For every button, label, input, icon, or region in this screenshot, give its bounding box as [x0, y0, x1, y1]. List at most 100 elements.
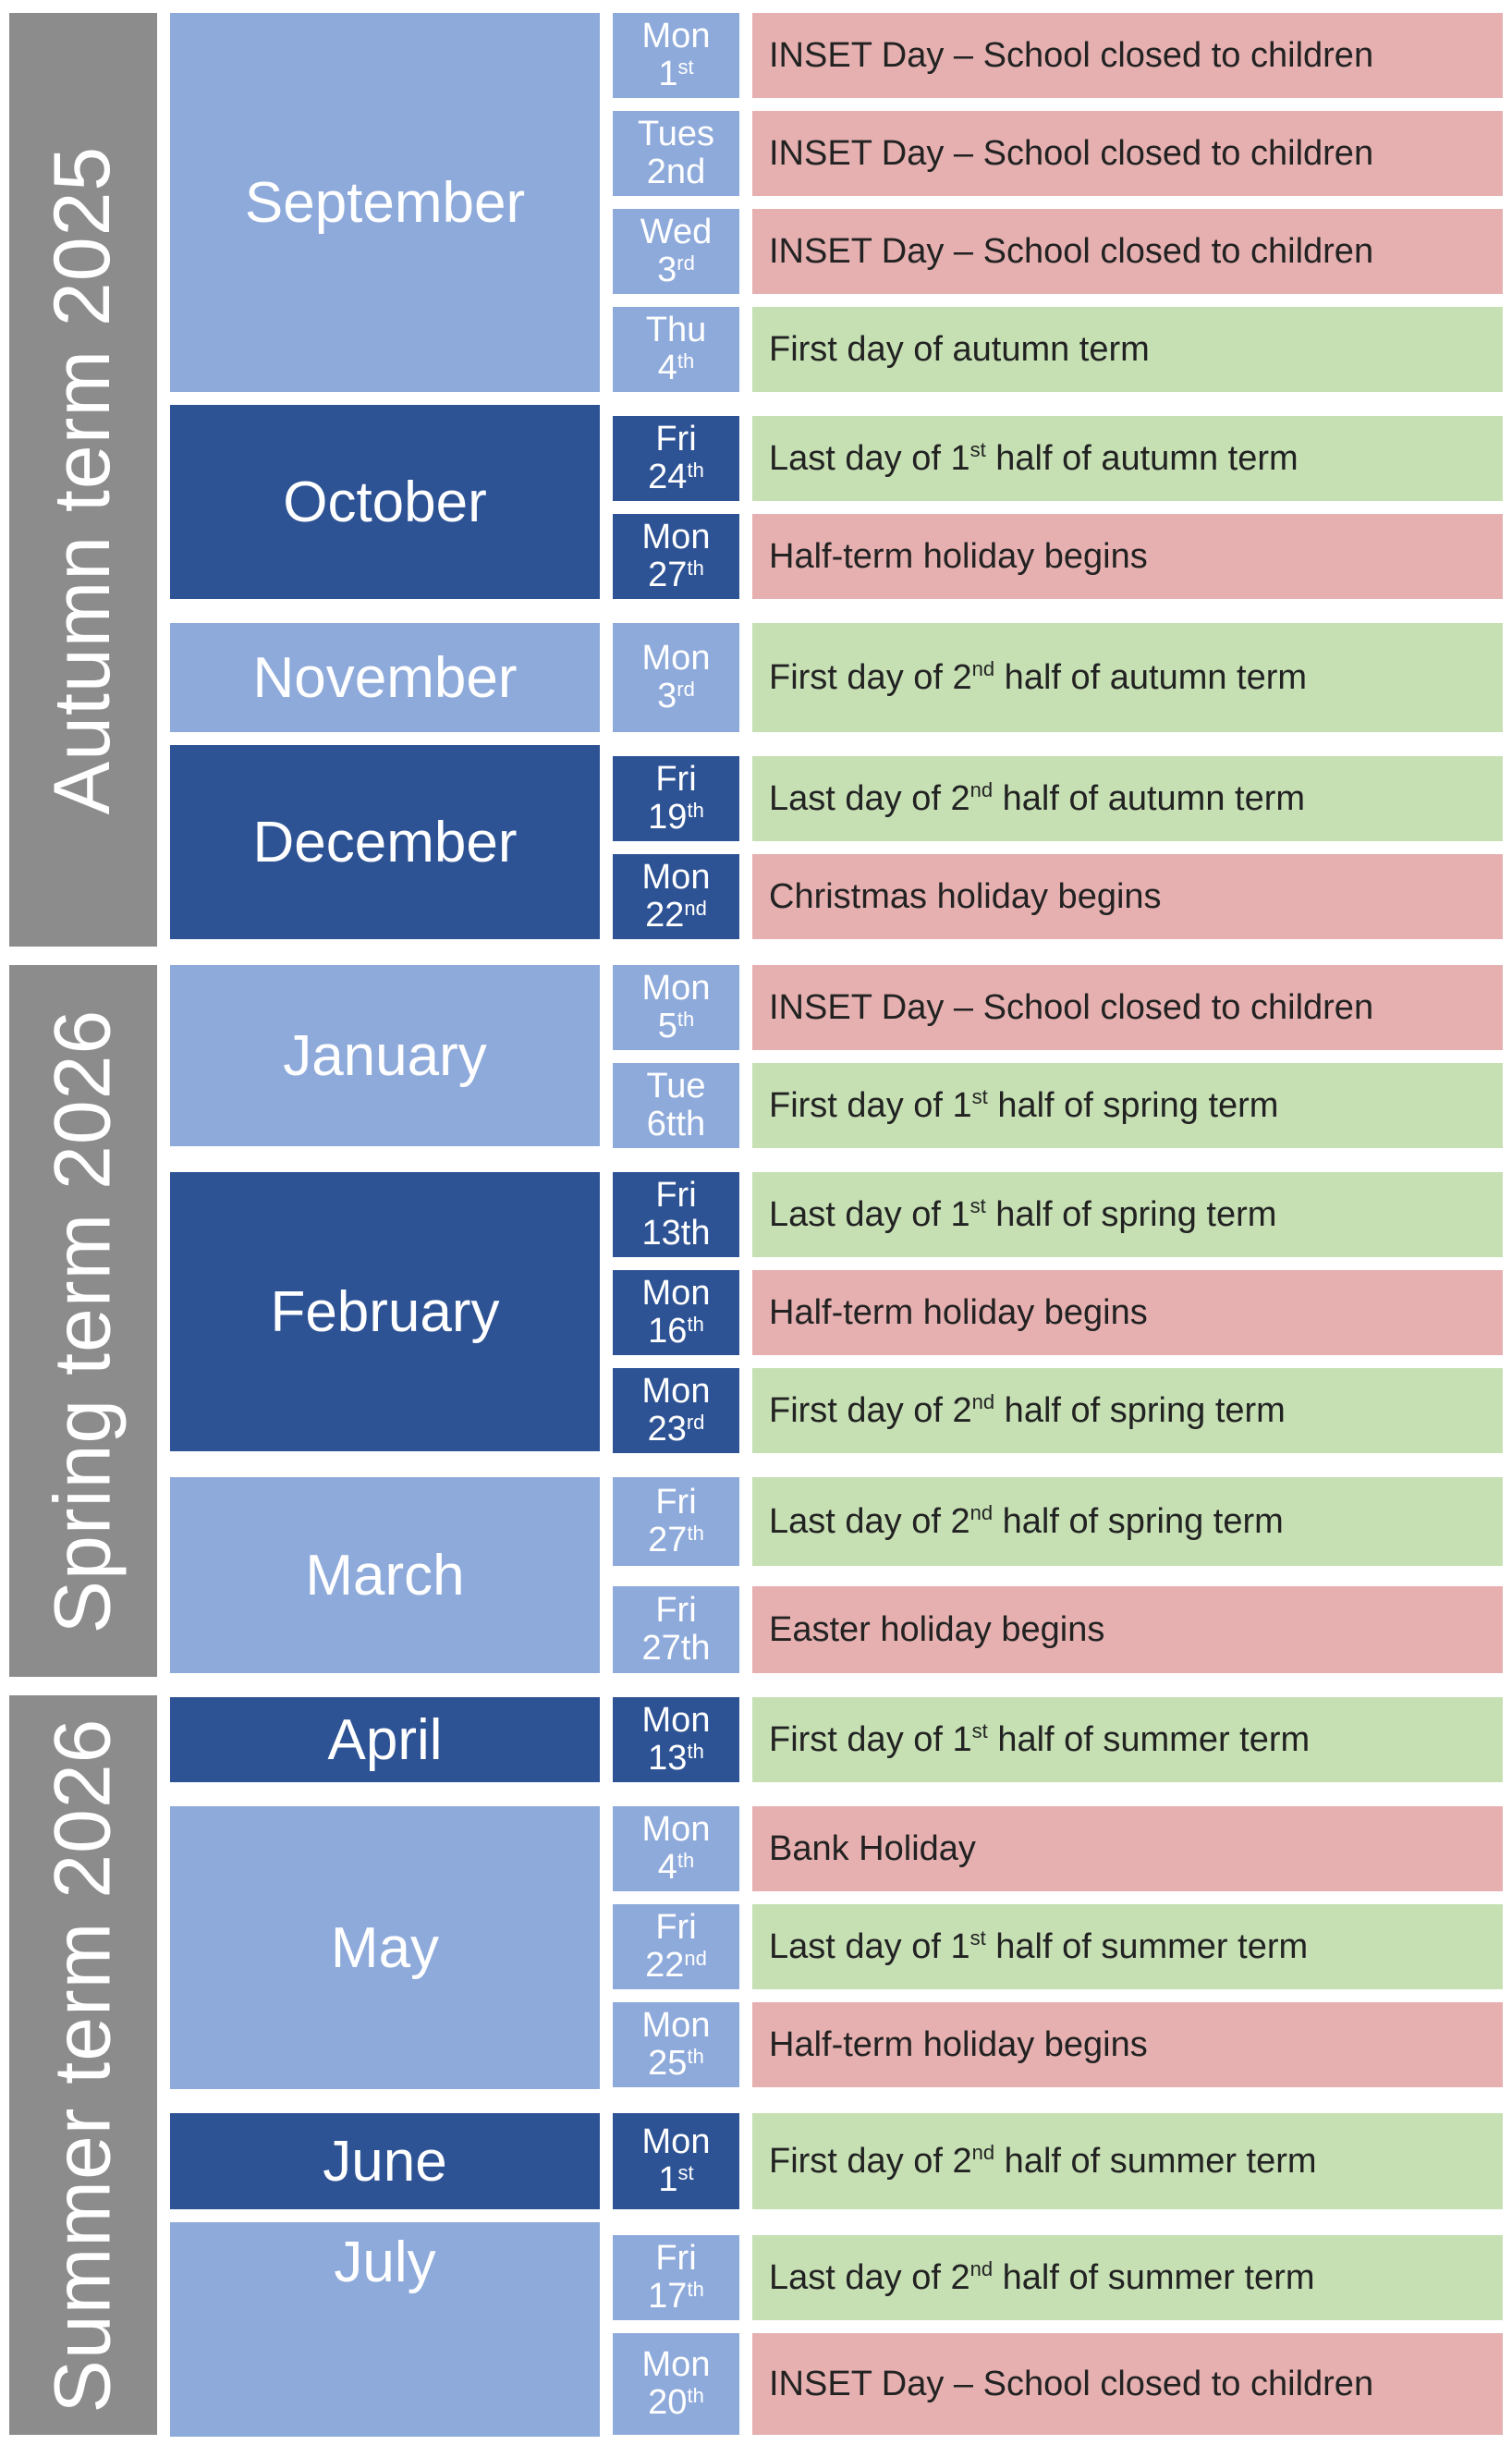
date-cell: Wed 3rd	[613, 209, 739, 294]
event-cell: First day of 2nd half of summer term	[752, 2113, 1503, 2209]
day-number: 6tth	[646, 1105, 706, 1143]
date-cell: Mon 16th	[613, 1270, 739, 1355]
date-cell: Fri 13th	[613, 1172, 739, 1257]
month-september: September	[170, 13, 600, 392]
date-cell: Fri 19th	[613, 756, 739, 841]
day-number: 24th	[648, 458, 704, 496]
event-cell: INSET Day – School closed to children	[752, 13, 1503, 98]
event-text: First day of 2nd half of summer term	[769, 2140, 1317, 2181]
day-number: 22nd	[645, 896, 707, 935]
event-cell: INSET Day – School closed to children	[752, 965, 1503, 1050]
month-november: November	[170, 623, 600, 732]
month-label: October	[283, 470, 487, 534]
term-label: Summer term 2026	[38, 1717, 128, 2414]
date-cell: Tue 6tth	[613, 1063, 739, 1148]
month-march: March	[170, 1477, 600, 1673]
day-number: 17th	[648, 2277, 704, 2316]
day-number: 27th	[641, 1629, 711, 1668]
month-label: December	[252, 810, 518, 874]
term-label: Spring term 2026	[38, 1009, 128, 1633]
date-cell: Thu 4th	[613, 307, 739, 392]
day-number: 27th	[648, 556, 704, 594]
event-cell: Last day of 1st half of spring term	[752, 1172, 1503, 1257]
month-label: April	[327, 1707, 443, 1772]
event-cell: Last day of 2nd half of summer term	[752, 2235, 1503, 2320]
day-number: 13th	[641, 1214, 711, 1253]
date-cell: Mon 22nd	[613, 854, 739, 939]
day-number: 4th	[657, 348, 695, 387]
date-cell: Fri 24th	[613, 416, 739, 501]
event-text: INSET Day – School closed to children	[769, 133, 1374, 173]
weekday: Fri	[655, 759, 697, 799]
date-cell: Mon 13th	[613, 1697, 739, 1782]
month-label: May	[330, 1915, 440, 1980]
event-cell: Christmas holiday begins	[752, 854, 1503, 939]
event-text: INSET Day – School closed to children	[769, 35, 1374, 75]
weekday: Wed	[640, 212, 713, 251]
event-cell: Last day of 1st half of autumn term	[752, 416, 1503, 501]
event-cell: Last day of 2nd half of autumn term	[752, 756, 1503, 841]
event-cell: First day of 2nd half of spring term	[752, 1368, 1503, 1453]
month-label: February	[270, 1279, 500, 1344]
month-label: January	[283, 1023, 487, 1088]
date-cell: Mon 25th	[613, 2002, 739, 2087]
weekday: Mon	[641, 968, 711, 1008]
weekday: Mon	[641, 16, 711, 55]
event-text: Last day of 1st half of spring term	[769, 1193, 1277, 1234]
day-number: 27th	[648, 1521, 704, 1559]
date-cell: Fri 17th	[613, 2235, 739, 2320]
date-cell: Tues 2nd	[613, 111, 739, 196]
event-cell: First day of autumn term	[752, 307, 1503, 392]
month-label: July	[334, 2231, 436, 2294]
event-cell: Last day of 2nd half of spring term	[752, 1477, 1503, 1566]
weekday: Fri	[655, 1482, 697, 1522]
event-cell: Half-term holiday begins	[752, 514, 1503, 599]
event-text: First day of 1st half of spring term	[769, 1084, 1279, 1125]
month-april: April	[170, 1697, 600, 1782]
weekday: Mon	[641, 638, 711, 678]
day-number: 19th	[648, 798, 704, 837]
month-december: December	[170, 745, 600, 939]
term-summer: Summer term 2026	[9, 1695, 157, 2435]
weekday: Fri	[655, 1175, 697, 1215]
weekday: Fri	[655, 419, 697, 458]
day-number: 20th	[648, 2383, 704, 2422]
day-number: 23rd	[647, 1410, 705, 1449]
event-text: Last day of 2nd half of autumn term	[769, 777, 1306, 818]
weekday: Thu	[645, 310, 707, 349]
date-cell: Fri 22nd	[613, 1904, 739, 1989]
event-cell: Bank Holiday	[752, 1806, 1503, 1891]
day-number: 13th	[648, 1739, 704, 1778]
event-text: First day of 1st half of summer term	[769, 1718, 1311, 1759]
event-text: INSET Day – School closed to children	[769, 2364, 1374, 2403]
event-text: First day of autumn term	[769, 329, 1150, 369]
event-cell: INSET Day – School closed to children	[752, 2333, 1503, 2435]
weekday: Fri	[655, 1590, 697, 1630]
date-cell: Mon 3rd	[613, 623, 739, 732]
weekday: Fri	[655, 1907, 697, 1947]
event-text: First day of 2nd half of spring term	[769, 1389, 1286, 1430]
date-cell: Mon 20th	[613, 2333, 739, 2435]
date-cell: Mon 23rd	[613, 1368, 739, 1453]
event-text: Half-term holiday begins	[769, 536, 1148, 576]
term-autumn: Autumn term 2025	[9, 13, 157, 947]
weekday: Mon	[641, 857, 711, 897]
event-cell: Last day of 1st half of summer term	[752, 1904, 1503, 1989]
day-number: 5th	[657, 1007, 695, 1045]
event-text: INSET Day – School closed to children	[769, 987, 1374, 1027]
event-text: Bank Holiday	[769, 1828, 976, 1868]
weekday: Tues	[637, 114, 715, 153]
event-text: Last day of 1st half of summer term	[769, 1925, 1309, 1966]
weekday: Mon	[641, 2121, 711, 2161]
weekday: Mon	[641, 1273, 711, 1313]
event-text: First day of 2nd half of autumn term	[769, 656, 1308, 697]
date-cell: Fri 27th	[613, 1477, 739, 1566]
event-text: Last day of 2nd half of summer term	[769, 2256, 1315, 2297]
day-number: 1st	[658, 2160, 694, 2199]
month-february: February	[170, 1172, 600, 1451]
event-cell: Half-term holiday begins	[752, 2002, 1503, 2087]
month-label: September	[244, 170, 526, 235]
day-number: 22nd	[645, 1946, 707, 1985]
term-label: Autumn term 2025	[38, 145, 128, 814]
event-text: Half-term holiday begins	[769, 2024, 1148, 2064]
